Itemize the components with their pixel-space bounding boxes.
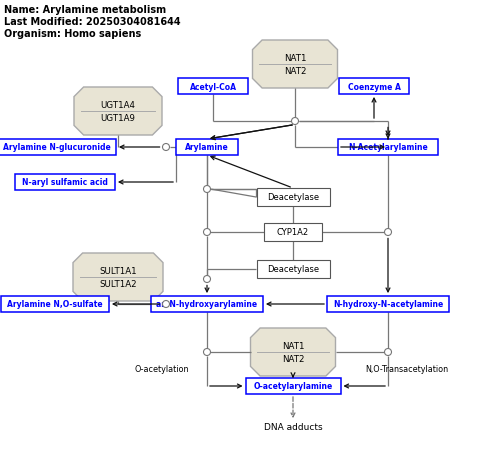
Circle shape (163, 144, 169, 151)
FancyBboxPatch shape (0, 140, 116, 156)
Text: NAT2: NAT2 (284, 67, 306, 76)
Text: N,O-Transacetylation: N,O-Transacetylation (365, 365, 449, 374)
FancyBboxPatch shape (245, 378, 340, 394)
Text: Arylamine: Arylamine (185, 143, 229, 152)
Polygon shape (73, 253, 163, 301)
Circle shape (204, 186, 211, 193)
FancyBboxPatch shape (151, 296, 263, 312)
Text: UGT1A4: UGT1A4 (100, 101, 135, 110)
Circle shape (204, 229, 211, 236)
Text: NAT1: NAT1 (282, 341, 304, 350)
Text: N-aryl sulfamic acid: N-aryl sulfamic acid (22, 178, 108, 187)
FancyBboxPatch shape (176, 140, 238, 156)
Polygon shape (251, 328, 336, 376)
Polygon shape (74, 88, 162, 136)
FancyBboxPatch shape (327, 296, 449, 312)
Text: O-acetylarylamine: O-acetylarylamine (253, 382, 333, 391)
Text: N-Acetylarylamine: N-Acetylarylamine (348, 143, 428, 152)
FancyBboxPatch shape (256, 260, 329, 278)
FancyBboxPatch shape (256, 188, 329, 207)
Text: O-acetylation: O-acetylation (135, 365, 189, 374)
Circle shape (204, 349, 211, 356)
Text: Name: Arylamine metabolism: Name: Arylamine metabolism (4, 5, 166, 15)
Text: Deacetylase: Deacetylase (267, 193, 319, 202)
Text: Deacetylase: Deacetylase (267, 265, 319, 274)
FancyBboxPatch shape (338, 140, 438, 156)
Text: SULT1A2: SULT1A2 (99, 279, 137, 288)
Text: NAT2: NAT2 (282, 354, 304, 363)
Text: N-hydroxy-N-acetylamine: N-hydroxy-N-acetylamine (333, 300, 443, 309)
FancyBboxPatch shape (15, 175, 115, 191)
FancyBboxPatch shape (264, 223, 322, 242)
Text: Organism: Homo sapiens: Organism: Homo sapiens (4, 29, 141, 39)
Text: Acetyl-CoA: Acetyl-CoA (190, 82, 237, 91)
Circle shape (163, 301, 169, 308)
Text: UGT1A9: UGT1A9 (101, 114, 135, 123)
Circle shape (384, 349, 392, 356)
FancyBboxPatch shape (339, 79, 409, 95)
Text: Arylamine N-glucuronide: Arylamine N-glucuronide (3, 143, 111, 152)
Text: CYP1A2: CYP1A2 (277, 228, 309, 237)
Text: NAT1: NAT1 (284, 54, 306, 63)
Circle shape (204, 276, 211, 283)
Text: an N-hydroxyarylamine: an N-hydroxyarylamine (156, 300, 258, 309)
Circle shape (291, 118, 299, 125)
Text: Coenzyme A: Coenzyme A (348, 82, 400, 91)
Text: Last Modified: 20250304081644: Last Modified: 20250304081644 (4, 17, 180, 27)
Circle shape (384, 229, 392, 236)
Text: SULT1A1: SULT1A1 (99, 267, 137, 275)
Polygon shape (252, 41, 337, 89)
Text: Arylamine N,O-sulfate: Arylamine N,O-sulfate (7, 300, 103, 309)
Text: DNA adducts: DNA adducts (264, 423, 322, 431)
FancyBboxPatch shape (178, 79, 248, 95)
FancyBboxPatch shape (1, 296, 109, 312)
